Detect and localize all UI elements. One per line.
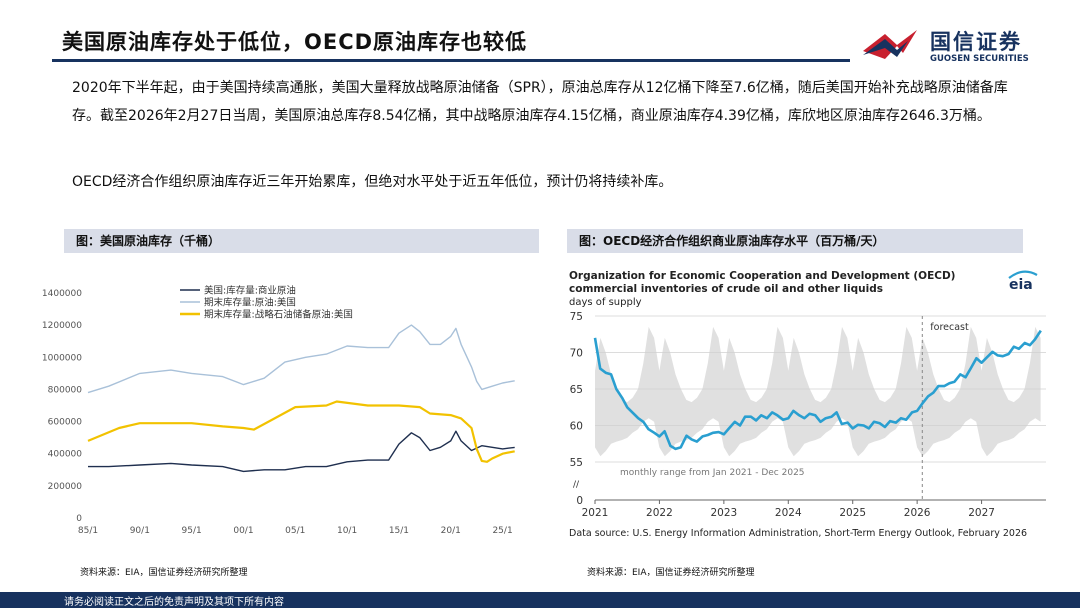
us-crude-inventory-chart: 0 200000 400000 600000 800000 1000000 1200000 1… [42,285,515,536]
chart1-legend-label: 美国:库存量:商业原油 [204,285,296,297]
chart2-y-tick-label: 65 [570,384,583,396]
chart2-y-tick-label: 70 [570,348,583,360]
chart2-y-tick-label: 0 [576,495,583,507]
chart1-x-tick-label: 05/1 [285,526,305,536]
chart2-x-tick-label: 2025 [839,507,866,519]
chart2-data-source: Data source: U.S. Energy Information Adm… [569,528,1027,539]
chart1-legend-label: 期末库存量:原油:美国 [204,297,296,309]
chart1-y-tick-label: 0 [76,514,82,524]
chart1-series-line [87,324,515,394]
brand-logo-icon [863,30,917,59]
chart2-ylabel: days of supply [569,297,642,308]
chart2-y-tick-label: 60 [570,421,583,433]
chart2-x-tick-label: 2022 [646,507,673,519]
chart1-y-tick-label: 600000 [48,418,83,428]
eia-logo: eia [1008,270,1038,293]
logo-name-en: GUOSEN SECURITIES [930,54,1029,64]
chart1-y-tick-label: 1400000 [42,289,82,299]
chart1-legend-label: 期末库存量:战略石油储备原油:美国 [204,309,353,321]
chart2-x-tick-label: 2023 [710,507,737,519]
chart1-x-tick-label: 15/1 [389,526,409,536]
chart1-x-tick-label: 90/1 [130,526,150,536]
page-title: 美国原油库存处于低位，OECD原油库存也较低 [62,30,528,54]
chart2-axis-break: // [573,480,580,490]
chart2-forecast-label: forecast [930,322,969,333]
chart2-x-tick-label: 2021 [582,507,609,519]
chart2-x-tick-label: 2026 [904,507,931,519]
disclaimer-text: 请务必阅读正文之后的免责声明及其项下所有内容 [64,597,284,608]
chart1-x-tick-label: 95/1 [182,526,202,536]
chart2-source: 资料来源：EIA，国信证券经济研究所整理 [587,568,755,578]
chart1-y-tick-label: 200000 [48,482,83,492]
chart2-range-label: monthly range from Jan 2021 - Dec 2025 [620,468,805,478]
chart2-subtitle: commercial inventories of crude oil and … [569,283,883,295]
chart1-x-tick-label: 10/1 [337,526,357,536]
chart1-y-tick-label: 800000 [48,385,83,395]
chart1-series-line [87,400,515,463]
chart1-x-tick-label: 25/1 [492,526,512,536]
chart1-x-tick-label: 20/1 [441,526,461,536]
summary-paragraph-2: OECD经济合作组织原油库存近三年开始累库，但绝对水平处于近五年低位，预计仍将持… [72,174,673,190]
chart2-y-tick-label: 75 [570,311,583,323]
eia-logo-text: eia [1009,277,1033,293]
chart1-x-tick-label: 00/1 [233,526,253,536]
chart2-x-tick-label: 2027 [968,507,995,519]
chart2-series-line [593,329,1042,451]
chart2-caption: 图：OECD经济合作组织商业原油库存水平（百万桶/天） [567,229,1023,253]
title-underline [52,59,850,62]
chart1-y-tick-label: 1000000 [42,353,82,363]
chart2-x-tick-label: 2024 [775,507,802,519]
disclaimer-footer: 请务必阅读正文之后的免责声明及其项下所有内容 [0,592,1080,608]
chart1-caption: 图：美国原油库存（千桶） [64,229,539,253]
summary-paragraph-1: 2020年下半年起，由于美国持续高通胀，美国大量释放战略原油储备（SPR），原油… [72,80,1008,124]
chart1-y-tick-label: 1200000 [42,321,82,331]
chart2-y-tick-label: 55 [570,457,583,469]
chart1-series-line [88,430,515,473]
chart2-range-band [595,326,1041,457]
chart2-title: Organization for Economic Cooperation an… [569,270,955,282]
chart1-y-tick-label: 400000 [48,450,83,460]
chart1-x-tick-label: 85/1 [78,526,98,536]
chart1-source: 资料来源：EIA，国信证券经济研究所整理 [80,568,248,578]
oecd-inventory-chart: Organization for Economic Cooperation an… [569,270,1046,539]
brand-logo: 国信证券 GUOSEN SECURITIES [860,24,1060,66]
logo-name-cn: 国信证券 [930,30,1022,54]
